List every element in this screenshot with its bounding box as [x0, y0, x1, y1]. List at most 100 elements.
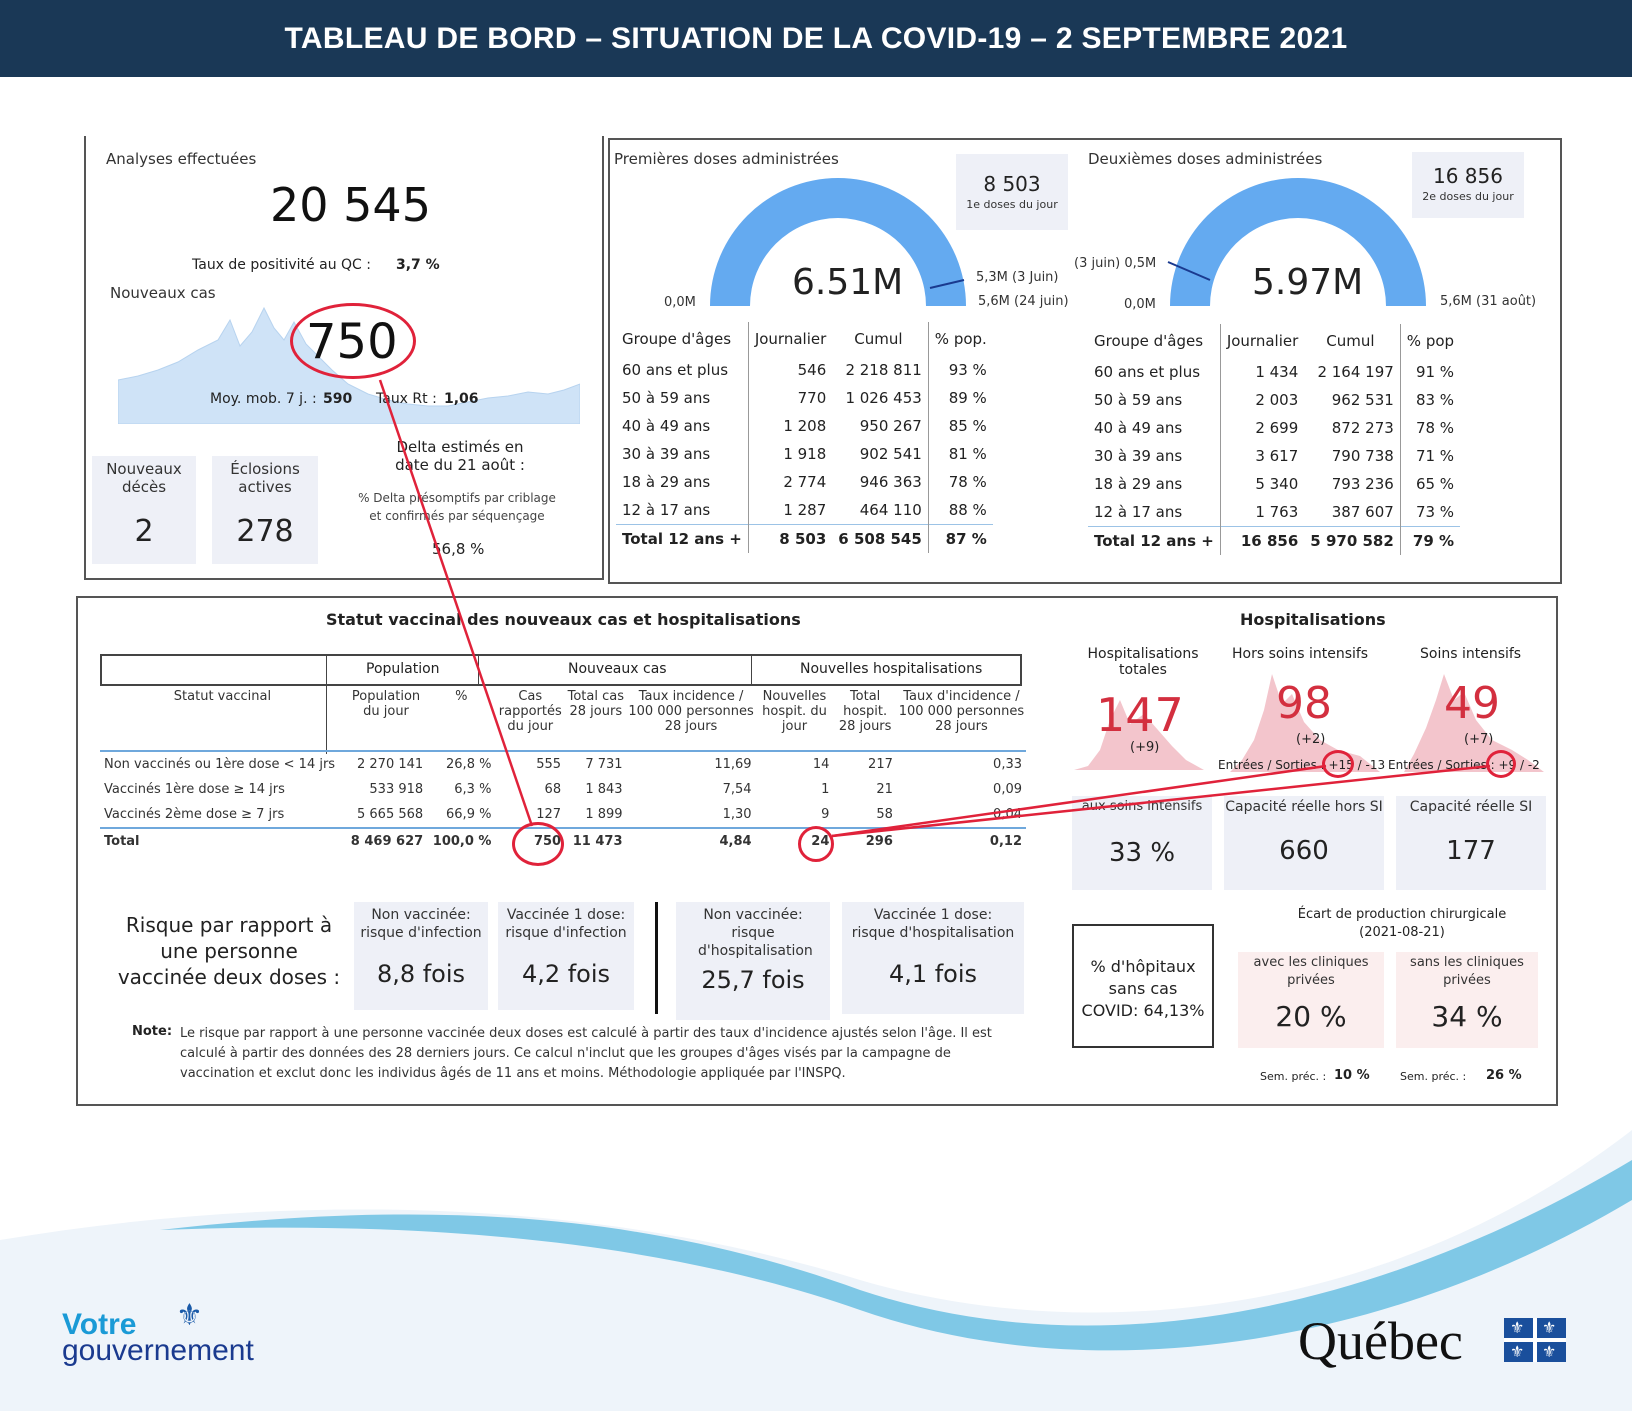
col-header[interactable]: Nouvelles hospit. du jour: [762, 689, 827, 734]
cell: 1 843: [585, 782, 623, 797]
cell: 11 473: [565, 827, 627, 854]
delta-value: 56,8 %: [432, 540, 485, 558]
positivity-label: Taux de positivité au QC :: [192, 257, 371, 273]
col-header[interactable]: Statut vaccinal: [173, 689, 272, 704]
risk-value: 4,1 fois: [888, 960, 978, 988]
cell: 1 918: [747, 440, 833, 468]
cell: 9: [821, 807, 830, 822]
cell: Vaccinés 2ème dose ≥ 7 jrs: [104, 807, 285, 822]
deaths-label: Nouveaux décès: [106, 460, 182, 496]
col-header[interactable]: Cumul: [854, 330, 903, 348]
cell: 0,33: [993, 757, 1022, 772]
cell: 16 856: [1219, 526, 1305, 555]
aux-si-value: 33 %: [1108, 838, 1176, 868]
sem-prec-label: Sem. préc. :: [1260, 1070, 1327, 1083]
table-row: Vaccinés 1ère dose ≥ 14 jrs 533 918 6,3 % 6…: [100, 777, 1026, 802]
cell: 8 503: [747, 524, 833, 553]
col-header[interactable]: Taux d'incidence / 100 000 personnes 28 …: [898, 689, 1025, 734]
hosp-hors-value: 98: [1276, 678, 1332, 729]
cell: 5 665 568: [357, 807, 424, 822]
cell: 40 à 49 ans: [1094, 419, 1183, 437]
cell: 68: [544, 782, 562, 797]
cell: 793 236: [1331, 475, 1394, 493]
cell: 87 %: [927, 524, 993, 553]
col-header[interactable]: Journalier: [1219, 324, 1305, 358]
col-header[interactable]: Total hospit. 28 jours: [838, 689, 892, 734]
dose1-daily-card: 8 503 1e doses du jour: [956, 154, 1068, 230]
col-header[interactable]: Cumul: [1326, 332, 1375, 350]
cell: 11,69: [714, 757, 752, 772]
cell: 26,8 %: [446, 757, 492, 772]
avec-cliniques-label: avec les cliniques privées: [1253, 955, 1369, 988]
sans-cliniques-value: 34 %: [1431, 1000, 1503, 1033]
cell: 2 270 141: [357, 757, 424, 772]
cell: 30 à 39 ans: [622, 445, 711, 463]
table-row: 40 à 49 ans 1 208 950 267 85 %: [616, 412, 993, 440]
mob-label: Moy. mob. 7 j. :: [210, 391, 317, 407]
cell: Total 12 ans +: [1088, 526, 1221, 555]
dose2-marker2: 5,6M (31 août): [1440, 294, 1537, 309]
risk-note: Le risque par rapport à une personne vac…: [180, 1026, 992, 1081]
col-header[interactable]: % pop: [1399, 324, 1461, 358]
sem-prec-sans: 26 %: [1486, 1068, 1522, 1083]
cell: 83 %: [1399, 386, 1461, 414]
col-header[interactable]: Cas rapportés du jour: [498, 689, 562, 734]
status-group-header: [100, 654, 1022, 686]
cell: 18 à 29 ans: [622, 473, 711, 491]
col-header[interactable]: %: [455, 689, 468, 704]
cell: 5 970 582: [1304, 526, 1401, 555]
cell: 1 763: [1219, 498, 1305, 527]
dose2-title: Deuxièmes doses administrées: [1088, 150, 1323, 168]
col-header[interactable]: Total cas 28 jours: [567, 689, 624, 719]
aux-si-label: aux soins intensifs: [1081, 799, 1203, 814]
col-header[interactable]: % pop.: [927, 322, 993, 356]
col-header[interactable]: Journalier: [747, 322, 833, 356]
col-header[interactable]: Population du jour: [351, 689, 421, 719]
col-header[interactable]: Groupe d'âges: [622, 330, 732, 348]
cell: Total: [100, 827, 345, 854]
table-row: 18 à 29 ans 5 340 793 236 65 %: [1088, 470, 1461, 498]
hosp-si-flow: Entrées / Sorties : +9 / -2: [1388, 758, 1540, 772]
sem-prec-label: Sem. préc. :: [1400, 1070, 1467, 1083]
table-row: 12 à 17 ans 1 763 387 607 73 %: [1088, 498, 1461, 527]
cell: 2 699: [1219, 414, 1305, 442]
cell: 1 434: [1219, 358, 1305, 386]
outbreaks-label: Éclosions actives: [230, 460, 300, 496]
col-header[interactable]: Groupe d'âges: [1094, 332, 1204, 350]
cell: 0,04: [993, 807, 1022, 822]
fleur-icon: ⚜: [176, 1298, 203, 1333]
cell: 872 273: [1331, 419, 1394, 437]
table-row: Non vaccinés ou 1ère dose < 14 jrs 2 270 …: [100, 751, 1026, 777]
risk-value: 25,7 fois: [701, 966, 805, 994]
cell: 546: [747, 356, 833, 384]
dose1-daily: 8 503: [983, 172, 1041, 196]
cell: 21: [876, 782, 893, 797]
cell: 8 469 627: [344, 827, 428, 854]
cell: 73 %: [1399, 498, 1461, 527]
cell: 4,84: [626, 827, 756, 854]
table-row: 12 à 17 ans 1 287 464 110 88 %: [616, 496, 993, 525]
dose2-daily-label: 2e doses du jour: [1422, 190, 1514, 203]
deaths-card: Nouveaux décès 2: [92, 456, 196, 564]
risk-card: Non vaccinée: risque d'hospitalisation 2…: [676, 902, 830, 1020]
cell: 78 %: [927, 468, 993, 496]
table-row: 30 à 39 ans 3 617 790 738 71 %: [1088, 442, 1461, 470]
cell: 60 ans et plus: [622, 361, 729, 379]
delta-title: Delta estimés en date du 21 août :: [395, 438, 525, 474]
cell: 555: [536, 757, 562, 772]
cell: 1 208: [747, 412, 833, 440]
cell: 962 531: [1331, 391, 1394, 409]
cell: 50 à 59 ans: [1094, 391, 1183, 409]
dose1-total: 6.51M: [792, 262, 904, 303]
group-divider: [478, 654, 479, 686]
cell: 296: [833, 827, 897, 854]
sans-cliniques-label: sans les cliniques privées: [1410, 955, 1524, 988]
cell: 2 003: [1219, 386, 1305, 414]
cell: 100,0 %: [427, 827, 496, 854]
group-header-population: Population: [366, 661, 440, 677]
cell: 85 %: [927, 412, 993, 440]
col-header[interactable]: Taux incidence / 100 000 personnes 28 jo…: [628, 689, 754, 734]
table-row: Vaccinés 2ème dose ≥ 7 jrs 5 665 568 66,9 …: [100, 802, 1026, 828]
cell: 7 731: [585, 757, 623, 772]
cell: 1 899: [585, 807, 623, 822]
